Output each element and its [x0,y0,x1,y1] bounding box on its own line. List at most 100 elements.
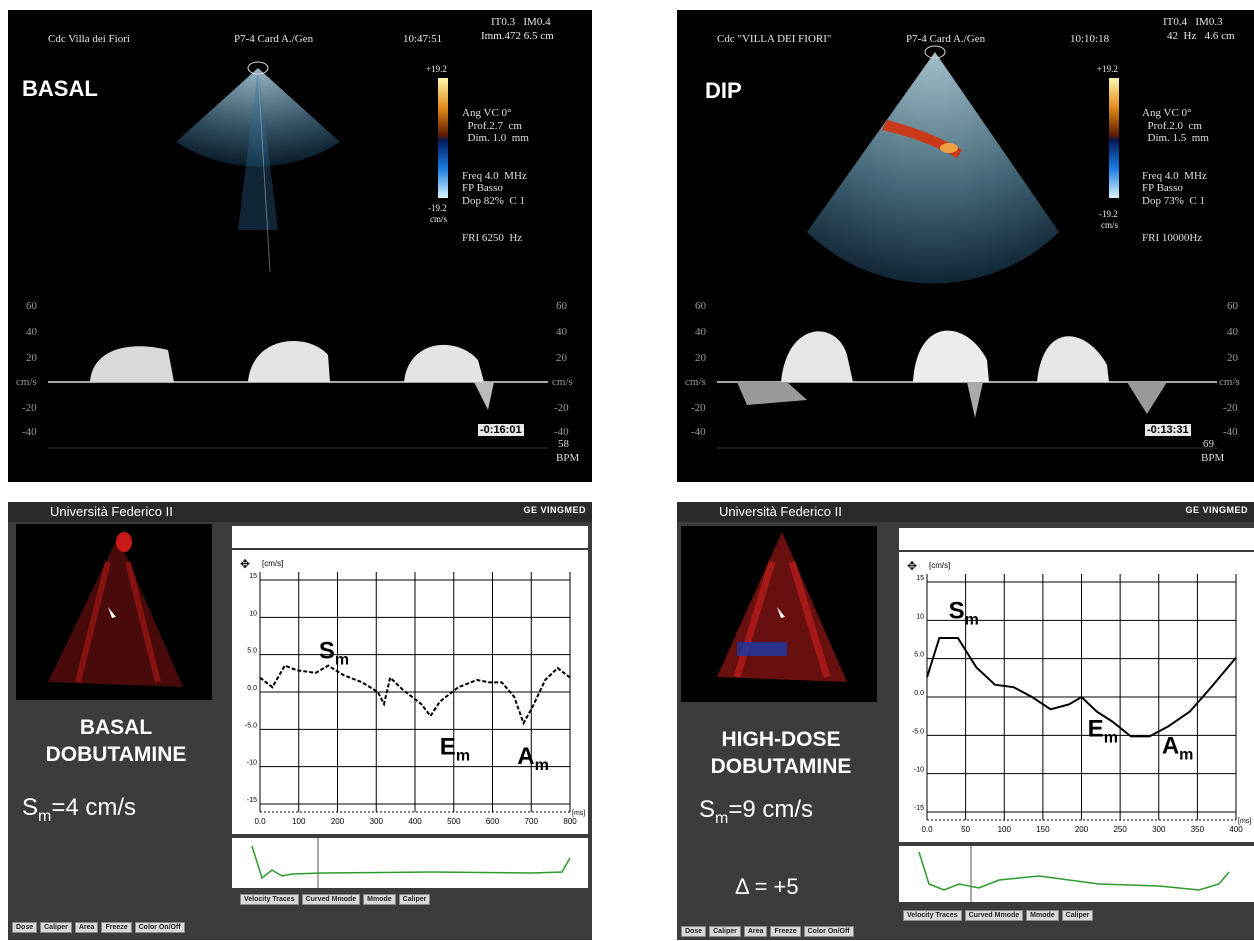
scale-top: +19.2 [1097,64,1118,74]
header-hospital: Cdc Villa dei Fiori [48,33,130,45]
velocity-curve [926,636,1237,738]
x-tick-label: 400 [408,817,422,826]
x-tick-label: 200 [331,817,345,826]
move-handle-icon: ✥ [240,557,250,571]
sm-value: Sm=4 cm/s [22,794,137,825]
tick-right-m20: -20 [554,402,569,414]
tick-left-60: 60 [695,300,706,312]
delta-value: Δ = +5 [735,874,799,899]
doppler-panel-dip: Cdc "VILLA DEI FIORI" P7-4 Card A./Gen 1… [677,10,1254,482]
tick-left-unit: cm/s [685,376,706,388]
wave-label-e: Em [1088,715,1118,746]
bpm-unit: BPM [1201,452,1225,464]
header-hospital: Cdc "VILLA DEI FIORI" [717,33,832,45]
brand-label: GE VINGMED [1185,505,1248,515]
x-tick-label: 300 [1152,825,1166,834]
curved-mmode-button[interactable]: Curved Mmode [964,910,1024,921]
mmode-button[interactable]: Mmode [1026,910,1059,921]
velocity-chart: 0.0 50 100 150 200 250 300 350 400 15 10 5.0 0.0 -5.0… [907,559,1251,834]
x-tick-label: 350 [1191,825,1205,834]
x-tick-label: 600 [486,817,500,826]
tick-right-60: 60 [556,300,567,312]
doppler-image-basal [48,61,548,449]
x-unit-label: [ms] [1238,818,1251,825]
dose-button[interactable]: Dose [12,922,38,933]
ecg-strip [899,846,1254,902]
caliper-tool-button[interactable]: Caliper [709,926,741,937]
panel-label: BASAL [22,76,98,101]
y-tick-label: 10 [249,610,257,617]
tvi-plot-area: 0.0 50 100 150 200 250 300 350 400 15 10 5.0 0.0 -5.0… [899,552,1254,842]
tick-right-60: 60 [1227,300,1238,312]
x-tick-label: 0.0 [254,817,266,826]
x-tick-label: 300 [370,817,384,826]
x-tick-label: 50 [961,825,970,834]
scale-top: +19.2 [426,64,447,74]
wave-label-subscript: m [335,651,349,668]
tick-left-20: 20 [695,352,706,364]
ecg-trace [251,838,571,888]
tick-left-m20: -20 [691,402,706,414]
tick-left-20: 20 [26,352,37,364]
wave-label-a: Am [517,743,549,774]
area-button[interactable]: Area [743,926,768,937]
tvi-toolbar-bottom: Dose Caliper Area Freeze Color On/Off [12,922,185,933]
panel-label: DIP [705,78,742,103]
doppler-settings: Ang VC 0° Prof.2.7 cm Dim. 1.0 mm Freq 4… [462,107,529,244]
tvi-decorations [16,524,212,700]
tick-left-40: 40 [695,326,706,338]
tvi-toolbar-bottom: Dose Caliper Area Freeze Color On/Off [681,926,854,937]
doppler-settings: Ang VC 0° Prof.2.0 cm Dim. 1.5 mm Freq 4… [1142,107,1209,244]
caliper-button[interactable]: Caliper [1061,910,1094,921]
header-index: IT0.3 IM0.4 [491,16,551,28]
x-tick-label: 400 [1229,825,1243,834]
tick-left-60: 60 [26,300,37,312]
caliper-button[interactable]: Caliper [398,894,431,905]
y-unit-label: [cm/s] [262,559,283,568]
x-tick-label: 100 [998,825,1012,834]
scale-bottom: -19.2 [1099,209,1118,219]
y-unit-label: [cm/s] [929,561,950,570]
x-tick-label: 100 [292,817,306,826]
color-toggle-button[interactable]: Color On/Off [134,922,185,933]
scale-unit: cm/s [430,214,447,224]
header-time: 10:47:51 [403,33,443,45]
velocity-traces-button[interactable]: Velocity Traces [903,910,962,921]
curved-mmode-button[interactable]: Curved Mmode [301,894,361,905]
velocity-traces-button[interactable]: Velocity Traces [240,894,299,905]
freeze-button[interactable]: Freeze [101,922,132,933]
ecg-strip [232,838,588,888]
sweep-timer: -0:16:01 [478,424,524,436]
color-toggle-button[interactable]: Color On/Off [803,926,854,937]
tvi-toolbar-top: Velocity Traces Curved Mmode Mmode Calip… [903,910,1094,921]
tick-left-unit: cm/s [16,376,37,388]
y-tick-label: 15 [249,573,257,580]
area-button[interactable]: Area [74,922,99,933]
tick-right-m20: -20 [1223,402,1238,414]
bpm-value: 58 [558,438,569,450]
y-tick-label: -15 [914,805,924,812]
tvi-header: Università Federico II [8,502,592,522]
bpm-value: 69 [1203,438,1214,450]
header-time: 10:10:18 [1070,33,1110,45]
mmode-button[interactable]: Mmode [363,894,396,905]
freeze-button[interactable]: Freeze [770,926,801,937]
header-probe: P7-4 Card A./Gen [906,33,986,45]
wave-label-subscript: m [1179,747,1193,764]
caliper-tool-button[interactable]: Caliper [40,922,72,933]
wave-label-e: Em [440,733,470,764]
x-tick-label: 250 [1113,825,1127,834]
header-imm: Imm.472 6.5 cm [481,30,554,42]
x-tick-label: 500 [447,817,461,826]
bpm-unit: BPM [556,452,580,464]
wave-label-subscript: m [535,757,549,774]
tick-right-20: 20 [556,352,567,364]
tick-right-unit: cm/s [1219,376,1240,388]
y-tick-label: 10 [916,613,924,620]
wave-label-s: Sm [949,597,979,628]
tick-right-20: 20 [1227,352,1238,364]
dose-button[interactable]: Dose [681,926,707,937]
wave-label-subscript: m [456,747,470,764]
sm-value: Sm=9 cm/s [699,796,814,827]
y-tick-label: 0.0 [914,690,924,697]
